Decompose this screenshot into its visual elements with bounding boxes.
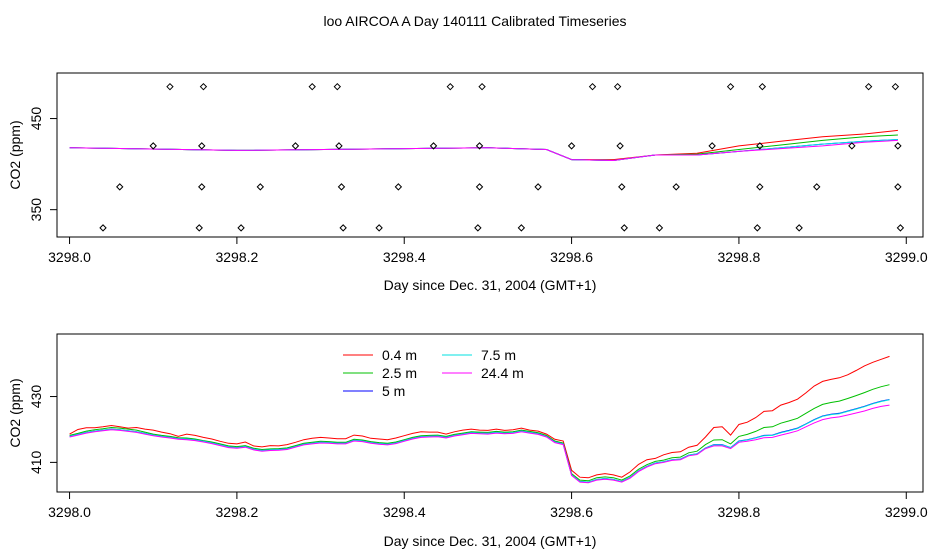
calibration-point <box>613 82 622 91</box>
y-tick-label: 430 <box>28 385 44 409</box>
calibration-point <box>756 183 764 191</box>
calibration-point <box>99 224 107 232</box>
top-plot-marks <box>69 82 905 232</box>
x-tick-label: 3298.8 <box>718 504 761 520</box>
calibration-point <box>620 224 629 232</box>
calibration-point <box>337 183 346 191</box>
calibration-point <box>795 224 803 232</box>
top-x-axis-label: Day since Dec. 31, 2004 (GMT+1) <box>384 277 597 293</box>
bottom-x-axis: 3298.0 3298.2 3298.4 3298.6 3298.8 3299.0 <box>48 492 928 520</box>
legend-label: 0.4 m <box>382 347 417 363</box>
calibration-point <box>149 142 157 150</box>
y-tick-label: 450 <box>28 107 44 131</box>
calibration-point <box>475 183 484 191</box>
y-tick-label: 350 <box>28 198 44 222</box>
calibration-point <box>708 142 716 150</box>
calibration-point <box>394 183 403 191</box>
series-line <box>69 355 890 479</box>
bottom-plot-marks <box>69 355 890 484</box>
bottom-x-axis-label: Day since Dec. 31, 2004 (GMT+1) <box>384 533 597 549</box>
x-tick-label: 3298.4 <box>383 504 426 520</box>
x-tick-label: 3298.2 <box>215 504 258 520</box>
legend-label: 24.4 m <box>481 365 524 381</box>
calibration-point <box>474 224 482 232</box>
calibration-point <box>672 183 680 191</box>
calibration-point <box>891 82 900 91</box>
calibration-point <box>896 224 905 232</box>
calibration-point <box>339 224 347 232</box>
x-tick-label: 3299.0 <box>885 504 928 520</box>
calibration-point <box>475 142 484 150</box>
top-series-line <box>69 129 898 161</box>
legend-label: 7.5 m <box>481 347 516 363</box>
calibration-point <box>291 142 300 150</box>
bottom-y-axis-label: CO2 (ppm) <box>7 378 23 447</box>
bottom-plot-box <box>56 333 924 493</box>
calibration-point <box>848 142 856 150</box>
calibration-point <box>116 183 124 191</box>
bottom-panel: 3298.0 3298.2 3298.4 3298.6 3298.8 3299.0 410… <box>7 333 928 549</box>
legend: 0.4 m 2.5 m 5 m 7.5 m 24.4 m <box>343 347 524 399</box>
calibration-point <box>199 82 208 91</box>
x-tick-label: 3298.4 <box>383 249 426 265</box>
calibration-point <box>864 82 873 91</box>
calibration-point <box>534 183 542 191</box>
calibration-point <box>446 82 454 91</box>
top-plot-box <box>56 72 924 238</box>
calibration-point <box>166 82 174 91</box>
calibration-point <box>655 224 664 232</box>
calibration-point <box>517 224 526 232</box>
series-line <box>69 399 890 483</box>
calibration-point <box>894 183 902 191</box>
x-tick-label: 3298.2 <box>215 249 258 265</box>
calibration-point <box>198 183 206 191</box>
top-panel: 3298.0 3298.2 3298.4 3298.6 3298.8 3299.0 350… <box>7 72 928 293</box>
calibration-point <box>567 142 576 150</box>
legend-label: 5 m <box>382 383 405 399</box>
top-y-axis: 350 450 <box>28 107 57 222</box>
top-x-axis: 3298.0 3298.2 3298.4 3298.6 3298.8 3299.0 <box>48 237 928 265</box>
calibration-point <box>726 82 735 91</box>
calibration-point <box>618 183 626 191</box>
calibration-point <box>429 142 438 150</box>
calibration-point <box>333 82 342 91</box>
x-tick-label: 3299.0 <box>885 249 928 265</box>
calibration-point <box>335 142 343 150</box>
calibration-point <box>198 142 206 150</box>
calibration-point <box>375 224 383 232</box>
calibration-point <box>813 183 821 191</box>
x-tick-label: 3298.6 <box>550 249 593 265</box>
x-tick-label: 3298.8 <box>718 249 761 265</box>
calibration-point <box>195 224 203 232</box>
legend-label: 2.5 m <box>382 365 417 381</box>
y-tick-label: 410 <box>28 450 44 474</box>
calibration-point <box>753 224 762 232</box>
calibration-point <box>756 142 764 150</box>
calibration-point <box>308 82 316 91</box>
calibration-point <box>588 82 597 91</box>
x-tick-label: 3298.6 <box>550 504 593 520</box>
figure-title: loo AIRCOA A Day 140111 Calibrated Times… <box>324 13 627 29</box>
calibration-point <box>894 142 902 150</box>
calibration-point <box>616 142 624 150</box>
series-line <box>69 404 890 484</box>
series-line <box>69 384 890 482</box>
calibration-point <box>237 224 245 232</box>
calibration-point <box>758 82 767 91</box>
calibration-point <box>256 183 265 191</box>
bottom-y-axis: 410 430 <box>28 385 57 474</box>
x-tick-label: 3298.0 <box>48 249 91 265</box>
top-y-axis-label: CO2 (ppm) <box>7 120 23 189</box>
calibration-point <box>478 82 486 91</box>
top-series-line <box>69 139 898 162</box>
x-tick-label: 3298.0 <box>48 504 91 520</box>
